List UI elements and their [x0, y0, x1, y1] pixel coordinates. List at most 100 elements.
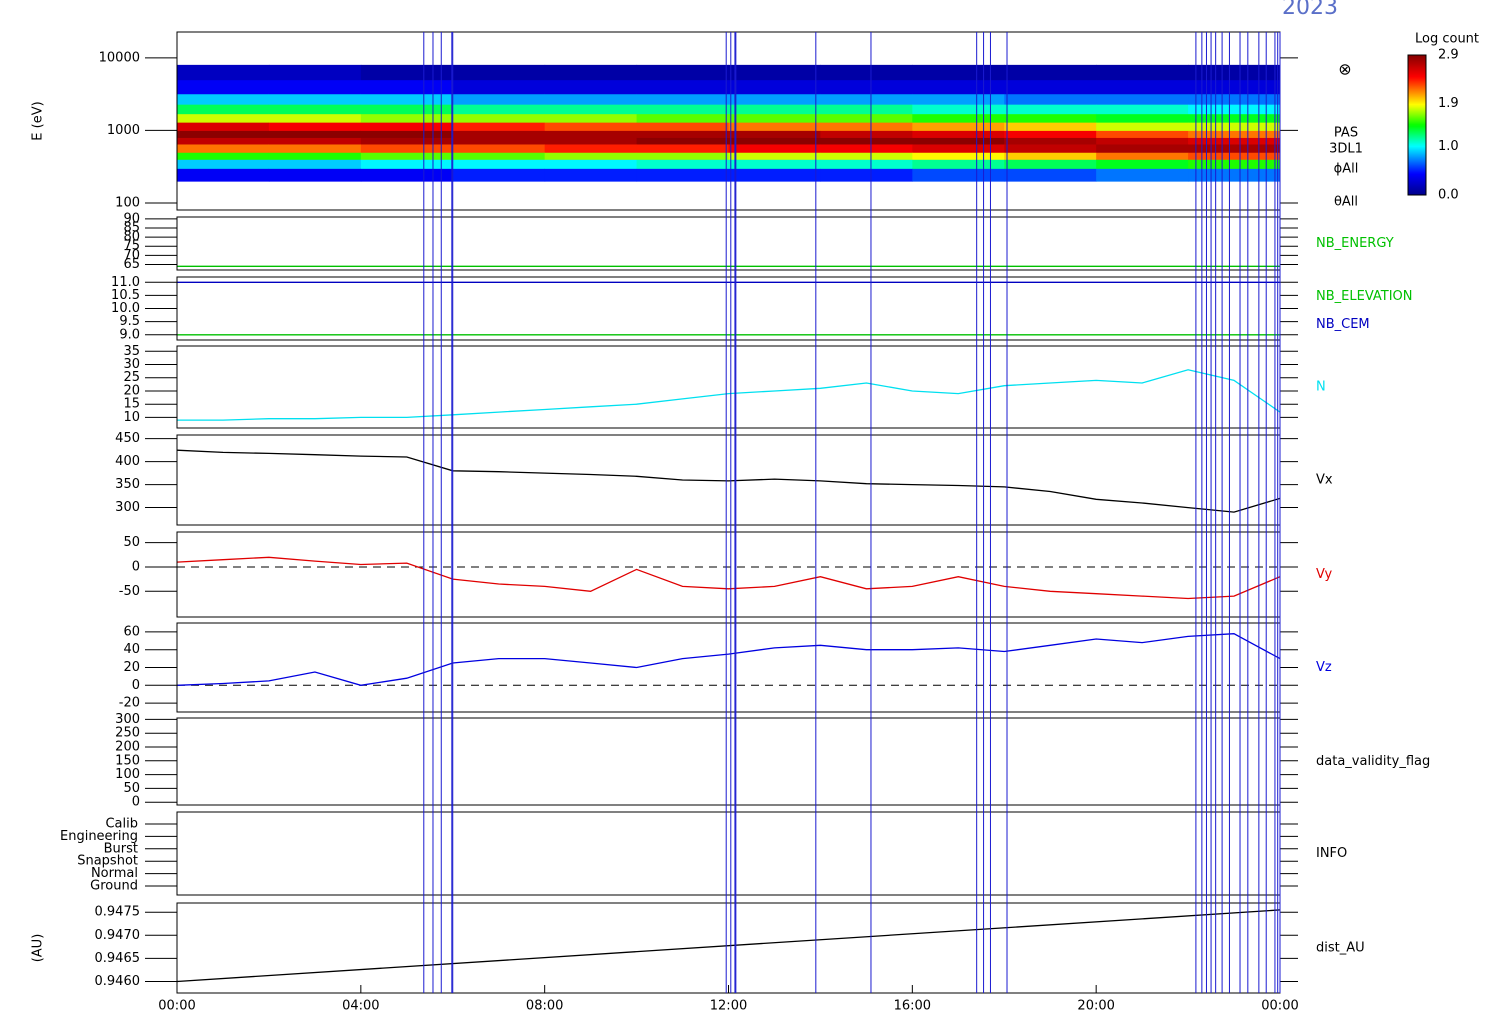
- series-label: Vy: [1316, 567, 1333, 582]
- spectrogram-cell: [636, 159, 729, 169]
- series-label: NB_ENERGY: [1316, 236, 1394, 251]
- spectrogram-cell: [820, 64, 913, 81]
- colorbar-segment: [1408, 171, 1426, 174]
- spectrogram-cell: [728, 168, 821, 182]
- colorbar-segment: [1408, 75, 1426, 78]
- colorbar-segment: [1408, 115, 1426, 118]
- colorbar-segment: [1408, 135, 1426, 138]
- spectrogram-cell: [1188, 143, 1281, 153]
- colorbar-segment: [1408, 137, 1426, 140]
- y-tick-label: 90: [123, 211, 140, 226]
- colorbar-segment: [1408, 119, 1426, 122]
- panel-frame: [176, 622, 1281, 713]
- colorbar-segment: [1408, 57, 1426, 60]
- x-tick-label: 00:00: [1261, 999, 1298, 1014]
- spectrogram-cell: [820, 168, 913, 182]
- spectrogram-cell: [177, 143, 270, 153]
- y-tick-label: 75: [123, 239, 140, 254]
- spectrogram-cell: [912, 93, 1005, 105]
- spectrogram-cell: [636, 113, 729, 123]
- colorbar-segment: [1408, 177, 1426, 180]
- spectrogram-cell: [177, 152, 270, 160]
- colorbar-segment: [1408, 99, 1426, 102]
- spectrogram-cell: [1004, 104, 1097, 115]
- colorbar-segment: [1408, 109, 1426, 112]
- side-label: PAS: [1334, 126, 1358, 141]
- spectrogram-cell: [1096, 130, 1189, 138]
- spectrogram-cell: [1004, 93, 1097, 105]
- y-tick-label: 0.9475: [95, 905, 141, 920]
- colorbar-segment: [1408, 153, 1426, 156]
- y-tick-label: -20: [119, 696, 140, 711]
- spectrogram-cell: [1096, 79, 1189, 95]
- spectrogram-cell: [1096, 93, 1189, 105]
- spectrogram-cell: [360, 79, 454, 95]
- series-line: [177, 369, 1281, 421]
- y-tick-label: 9.5: [119, 314, 140, 329]
- spectrogram-cell: [1188, 130, 1281, 138]
- colorbar-segment: [1408, 185, 1426, 188]
- spectrogram-cell: [820, 143, 913, 153]
- spectrogram-cell: [268, 152, 362, 160]
- spectrogram-cell: [268, 122, 362, 131]
- spectrogram-cell: [728, 143, 821, 153]
- colorbar-segment: [1408, 65, 1426, 68]
- spectrogram-cell: [728, 137, 821, 145]
- spectrogram-cell: [360, 152, 454, 160]
- spectrogram-cell: [1188, 122, 1281, 131]
- spectrogram-cell: [820, 79, 913, 95]
- spectrogram-cell: [544, 137, 638, 145]
- spectrogram-cell: [728, 113, 821, 123]
- colorbar-segment: [1408, 111, 1426, 114]
- spectrogram-cell: [912, 79, 1005, 95]
- spectrogram-cell: [728, 93, 821, 105]
- spectrogram-cell: [636, 64, 729, 81]
- spectrogram-cell: [268, 79, 362, 95]
- spectrogram-cell: [452, 152, 546, 160]
- y-tick-label: 10.5: [111, 288, 140, 303]
- colorbar-segment: [1408, 133, 1426, 136]
- series-line: [176, 556, 1281, 600]
- y-tick-label: 60: [123, 624, 140, 639]
- series-label: Vx: [1316, 473, 1333, 488]
- spectrogram-cell: [452, 93, 546, 105]
- colorbar-segment: [1408, 151, 1426, 154]
- y-tick-label: 150: [115, 753, 140, 768]
- category-label: Calib: [105, 817, 138, 832]
- spectrogram-cell: [177, 168, 270, 182]
- spectrogram-cell: [360, 168, 454, 182]
- spectrogram-cell: [1004, 143, 1097, 153]
- colorbar-segment: [1408, 159, 1426, 162]
- colorbar-segment: [1408, 105, 1426, 108]
- spectrogram-cell: [912, 159, 1005, 169]
- y-tick-label: 65: [123, 257, 140, 272]
- spectrogram-cell: [268, 93, 362, 105]
- spectrogram-cell: [177, 104, 270, 115]
- series-line: [176, 449, 1281, 513]
- colorbar-segment: [1408, 73, 1426, 76]
- spectrogram-cell: [452, 159, 546, 169]
- y-tick-label: 50: [123, 781, 140, 796]
- colorbar-segment: [1408, 79, 1426, 82]
- spectrogram-cell: [544, 152, 638, 160]
- y-tick-label: 20: [123, 383, 140, 398]
- panel-frame: [176, 434, 1281, 526]
- spectrogram-cell: [268, 143, 362, 153]
- spectrogram-cell: [820, 130, 913, 138]
- colorbar-segment: [1408, 165, 1426, 168]
- spectrogram-cell: [268, 130, 362, 138]
- spectrogram-cell: [820, 113, 913, 123]
- category-label: Snapshot: [77, 854, 138, 869]
- y-tick-label: 0.9470: [95, 928, 141, 943]
- spectrogram-cell: [1096, 64, 1189, 81]
- spectrogram-cell: [728, 130, 821, 138]
- x-tick-label: 12:00: [710, 999, 747, 1014]
- spectrogram-cell: [544, 130, 638, 138]
- y-tick-label: 0: [132, 795, 140, 810]
- colorbar-segment: [1408, 127, 1426, 130]
- spectrogram-cell: [1096, 159, 1189, 169]
- colorbar-segment: [1408, 139, 1426, 142]
- colorbar-segment: [1408, 95, 1426, 98]
- spectrogram-cell: [636, 130, 729, 138]
- panel-frame: [176, 345, 1281, 429]
